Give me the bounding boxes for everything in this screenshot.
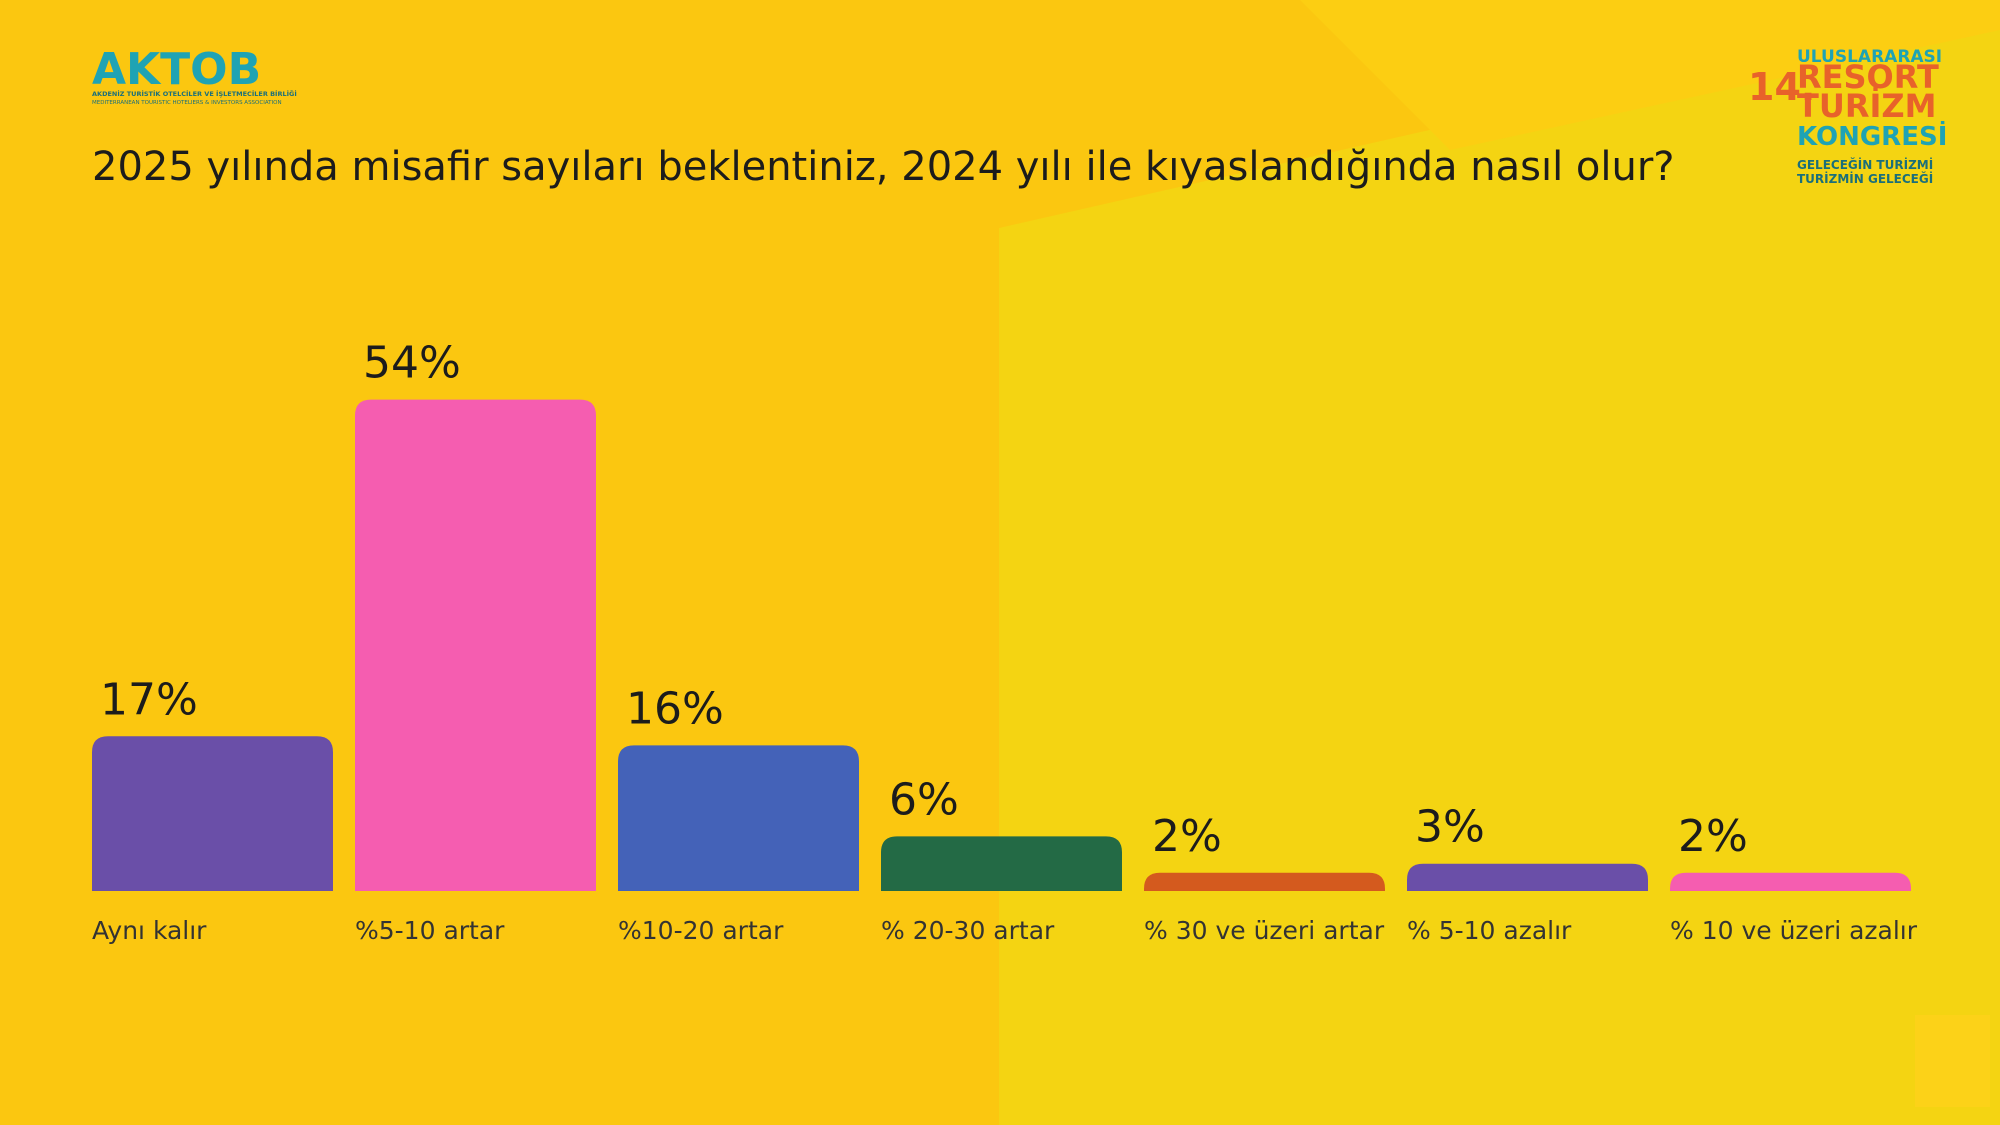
- value-label: 54%: [363, 338, 461, 389]
- logo-text: KONGRESİ: [1797, 120, 1947, 152]
- right-logo: ULUSLARARASI 14. RESORT TURİZM KONGRESİ …: [1748, 47, 1947, 186]
- logo-tagline: GELECEĞİN TURİZMİ: [1797, 157, 1933, 172]
- value-label: 17%: [100, 674, 198, 725]
- logo-subtext: MEDITERRANEAN TOURISTIC HOTELIERS & INVE…: [92, 100, 282, 106]
- value-label: 3%: [1415, 802, 1485, 853]
- x-tick-label: %5-10 artar: [355, 916, 505, 945]
- logo-text: 14.: [1748, 65, 1815, 109]
- x-tick-label: %10-20 artar: [618, 916, 784, 945]
- logo-text: TURİZM: [1797, 87, 1936, 125]
- logo-text: ULUSLARARASI: [1797, 47, 1942, 67]
- left-logo: AKTOB AKDENİZ TURİSTİK OTELCİLER VE İŞLE…: [92, 44, 297, 106]
- bar: [1407, 863, 1648, 891]
- bar: [1670, 872, 1911, 891]
- bar: [1144, 872, 1385, 891]
- bar: [92, 736, 333, 891]
- logo-subtext: AKDENİZ TURİSTİK OTELCİLER VE İŞLETMECİL…: [92, 89, 297, 98]
- value-label: 6%: [889, 774, 959, 825]
- logo-text: AKTOB: [92, 44, 261, 95]
- value-label: 2%: [1678, 811, 1748, 862]
- chart-title: 2025 yılında misafir sayıları beklentini…: [92, 144, 1675, 190]
- x-tick-label: % 5-10 azalır: [1407, 916, 1572, 945]
- bar: [355, 399, 596, 891]
- value-label: 2%: [1152, 811, 1222, 862]
- x-tick-label: Aynı kalır: [92, 916, 207, 945]
- x-tick-label: % 30 ve üzeri artar: [1144, 916, 1385, 945]
- x-tick-label: % 10 ve üzeri azalır: [1670, 916, 1918, 945]
- x-tick-label: % 20-30 artar: [881, 916, 1055, 945]
- logo-text: RESORT: [1797, 58, 1939, 96]
- background-panel: [999, 0, 2000, 1125]
- logo-tagline: TURİZMİN GELECEĞİ: [1797, 171, 1933, 186]
- bar: [881, 836, 1122, 891]
- corner-box: [1915, 1015, 1990, 1107]
- bar: [618, 745, 859, 891]
- background-stripe: [1300, 0, 2000, 150]
- value-label: 16%: [626, 683, 724, 734]
